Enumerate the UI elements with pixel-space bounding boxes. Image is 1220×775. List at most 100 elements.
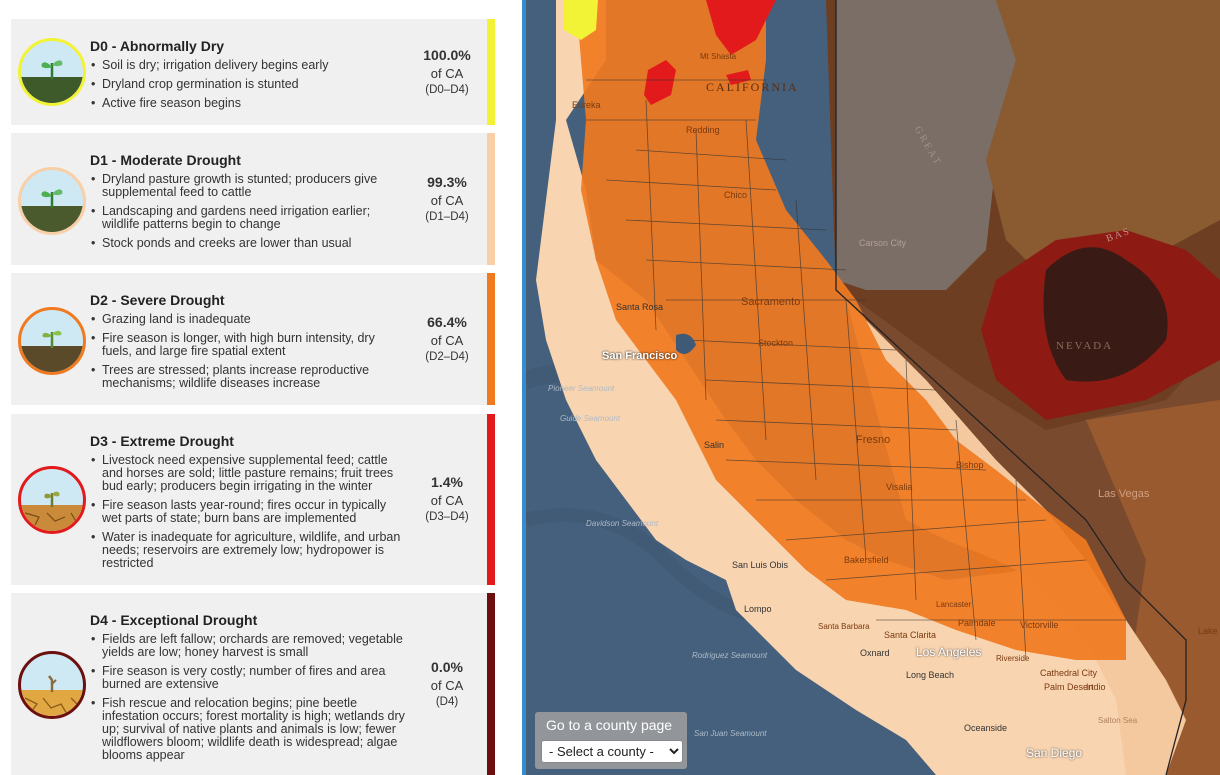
drought-map[interactable]: CALIFORNIA NEVADA G R E A T B A S San Fr…: [526, 0, 1220, 775]
map-label-lancaster: Lancaster: [936, 600, 972, 609]
category-title: D2 - Severe Drought: [90, 292, 225, 308]
color-strip-d2: [487, 273, 495, 405]
map-label-lake: Lake: [1198, 626, 1218, 636]
coverage-percent: 0.0%: [431, 659, 463, 675]
map-label-riverside: Riverside: [996, 654, 1030, 663]
map-label-lompoc: Lompo: [744, 604, 772, 614]
map-label-santa-rosa: Santa Rosa: [616, 302, 664, 312]
color-strip-d4: [487, 593, 495, 775]
impact-list: Soil is dry; irrigation delivery begins …: [90, 59, 408, 116]
map-label-salton: Salton Sea: [1098, 716, 1138, 725]
coverage-range: (D2–D4): [425, 351, 469, 363]
impact-item: Fish rescue and relocation begins; pine …: [90, 697, 408, 762]
impact-list: Livestock need expensive supplemental fe…: [90, 454, 408, 576]
impact-item: Fields are left fallow; orchards are rem…: [90, 633, 408, 659]
map-label-guide-seamount: Guide Seamount: [560, 414, 621, 423]
map-label-los-angeles: Los Angeles: [916, 645, 982, 659]
coverage-range: (D3–D4): [425, 511, 469, 523]
dead-sprout-icon: [18, 651, 86, 719]
map-label-bishop: Bishop: [956, 460, 984, 470]
coverage-percent: 1.4%: [431, 474, 463, 490]
impact-item: Fire season is longer, with high burn in…: [90, 332, 408, 358]
map-label-carson-city: Carson City: [859, 238, 907, 248]
category-title: D3 - Extreme Drought: [90, 433, 234, 449]
color-strip-d1: [487, 133, 495, 265]
coverage-stat: 100.0% of CA (D0–D4): [411, 47, 483, 96]
category-card-d1: D1 - Moderate Drought Dryland pasture gr…: [11, 133, 495, 265]
map-label-davidson-seamount: Davidson Seamount: [586, 519, 659, 528]
map-label-cathedral-city: Cathedral City: [1040, 668, 1098, 678]
county-picker: Go to a county page - Select a county -: [535, 712, 687, 769]
coverage-of-label: of CA: [430, 493, 464, 508]
map-label-chico: Chico: [724, 190, 748, 200]
map-label-san-francisco: San Francisco: [602, 350, 678, 362]
coverage-percent: 99.3%: [427, 174, 467, 190]
map-label-redding: Redding: [686, 125, 720, 135]
coverage-of-label: of CA: [430, 333, 464, 348]
county-select[interactable]: - Select a county -: [541, 740, 683, 763]
coverage-stat: 66.4% of CA (D2–D4): [411, 314, 483, 363]
map-label-rodriguez-seamount: Rodriguez Seamount: [692, 651, 768, 660]
map-label-fresno: Fresno: [856, 434, 891, 446]
panel-divider: [522, 0, 526, 775]
map-label-visalia: Visalia: [886, 482, 913, 492]
coverage-percent: 66.4%: [427, 314, 467, 330]
category-title: D4 - Exceptional Drought: [90, 612, 258, 628]
coverage-of-label: of CA: [430, 66, 464, 81]
coverage-range: (D0–D4): [425, 84, 469, 96]
map-label-indio: Indio: [1086, 682, 1106, 692]
impact-list: Dryland pasture growth is stunted; produ…: [90, 173, 408, 256]
county-picker-label: Go to a county page: [546, 717, 673, 733]
map-label-nevada: NEVADA: [1056, 340, 1114, 352]
map-canvas[interactable]: [526, 0, 1220, 775]
map-label-santa-barbara: Santa Barbara: [818, 622, 870, 631]
coverage-stat: 1.4% of CA (D3–D4): [411, 474, 483, 523]
impact-item: Water is inadequate for agriculture, wil…: [90, 531, 408, 570]
impact-item: Grazing land is inadequate: [90, 313, 408, 327]
category-card-d0: D0 - Abnormally Dry Soil is dry; irrigat…: [11, 19, 495, 125]
category-card-d2: D2 - Severe Drought Grazing land is inad…: [11, 273, 495, 405]
coverage-percent: 100.0%: [423, 47, 471, 63]
coverage-range: (D1–D4): [425, 211, 469, 223]
impact-list: Grazing land is inadequate Fire season i…: [90, 313, 408, 396]
coverage-stat: 99.3% of CA (D1–D4): [411, 174, 483, 223]
map-label-bakersfield: Bakersfield: [844, 555, 889, 565]
coverage-range: (D4): [435, 696, 459, 708]
category-card-d3: D3 - Extreme Drought Livestock need expe…: [11, 414, 495, 585]
sprout-icon: [18, 307, 86, 375]
coverage-of-label: of CA: [430, 678, 464, 693]
category-title: D1 - Moderate Drought: [90, 152, 241, 168]
map-label-mt-shasta: Mt Shasta: [700, 52, 737, 61]
map-label-sacramento: Sacramento: [741, 296, 801, 308]
map-label-long-beach: Long Beach: [906, 670, 955, 680]
impact-item: Stock ponds and creeks are lower than us…: [90, 237, 408, 251]
map-label-palm-desert: Palm Desert: [1044, 682, 1094, 692]
coverage-of-label: of CA: [430, 193, 464, 208]
coverage-stat: 0.0% of CA (D4): [411, 659, 483, 708]
category-card-d4: D4 - Exceptional Drought Fields are left…: [11, 593, 495, 775]
map-label-oceanside: Oceanside: [964, 723, 1008, 733]
map-label-palmdale: Palmdale: [958, 618, 996, 628]
impact-item: Dryland crop germination is stunted: [90, 78, 408, 92]
map-label-pioneer-seamount: Pioneer Seamount: [548, 384, 615, 393]
map-label-oxnard: Oxnard: [860, 648, 890, 658]
drought-legend-panel: D0 - Abnormally Dry Soil is dry; irrigat…: [0, 0, 522, 775]
impact-item: Landscaping and gardens need irrigation …: [90, 205, 408, 231]
map-label-california: CALIFORNIA: [706, 80, 799, 94]
impact-item: Active fire season begins: [90, 97, 408, 111]
map-label-salinas: Salin: [704, 440, 725, 450]
map-label-santa-clarita: Santa Clarita: [884, 630, 937, 640]
impact-list: Fields are left fallow; orchards are rem…: [90, 633, 408, 768]
map-label-stockton: Stockton: [758, 338, 794, 348]
category-title: D0 - Abnormally Dry: [90, 38, 225, 54]
impact-item: Livestock need expensive supplemental fe…: [90, 454, 408, 493]
sprout-icon: [18, 167, 86, 235]
impact-item: Soil is dry; irrigation delivery begins …: [90, 59, 408, 73]
map-label-san-juan-seamount: San Juan Seamount: [694, 729, 767, 738]
impact-item: Fire season is very costly; number of fi…: [90, 665, 408, 691]
color-strip-d0: [487, 19, 495, 125]
sprout-icon: [18, 38, 86, 106]
impact-item: Trees are stressed; plants increase repr…: [90, 364, 408, 390]
map-label-victorville: Victorville: [1020, 620, 1059, 630]
wilted-sprout-icon: [18, 466, 86, 534]
